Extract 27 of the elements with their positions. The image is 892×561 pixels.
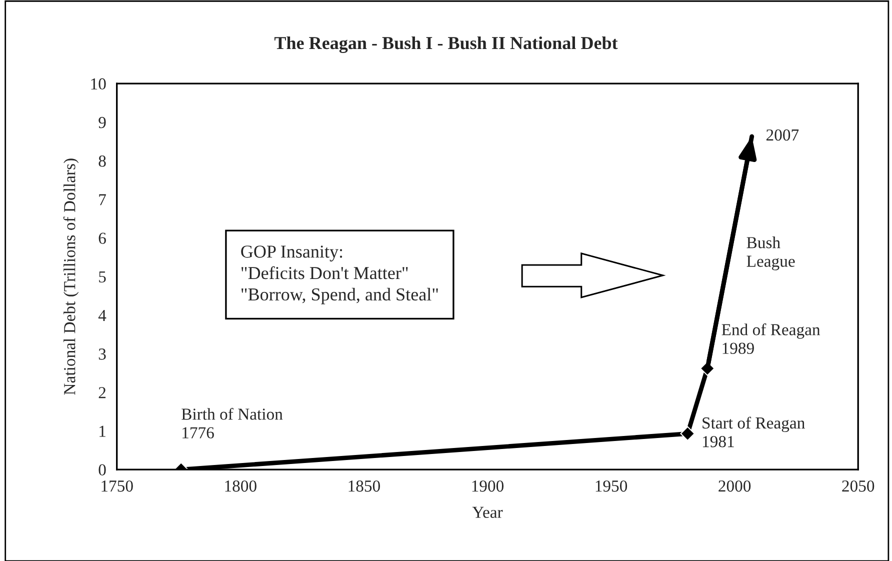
x-axis-title: Year [472,506,503,518]
chart-title: The Reagan - Bush I - Bush II National Debt [274,36,618,53]
y-tick-label: 4 [98,310,106,321]
y-tick-label: 10 [91,78,106,90]
y-tick-label: 6 [98,232,106,244]
y-axis-title: National Debt (Trillions of Dollars) [63,158,79,395]
y-tick-label: 3 [98,348,106,360]
y-tick-label: 2 [98,387,106,398]
x-tick-label: 1800 [225,480,256,492]
y-tick-label: 9 [98,116,106,128]
annotation: GOP Insanity: "Deficits Don't Matter" "Borrow, Spend, and Steal" [241,246,438,304]
x-tick-label: 2000 [718,480,751,492]
annotation: Birth of Nation 1776 [182,408,283,438]
x-tick-label: 1900 [472,480,504,492]
annotation: Bush League [746,236,795,270]
y-tick-label: 5 [99,271,106,283]
x-tick-label: 1750 [102,480,133,492]
y-tick-label: 7 [99,194,106,206]
x-tick-label: 1850 [348,480,380,492]
y-tick-label: 0 [98,464,106,476]
x-tick-label: 1950 [596,480,628,492]
y-tick-label: 1 [100,426,106,437]
annotation: 2007 [766,129,799,141]
y-tick-label: 8 [98,155,106,167]
annotation: End of Reagan 1989 [722,323,820,354]
x-tick-label: 2050 [842,480,874,492]
annotation: Start of Reagan 1981 [702,416,805,448]
